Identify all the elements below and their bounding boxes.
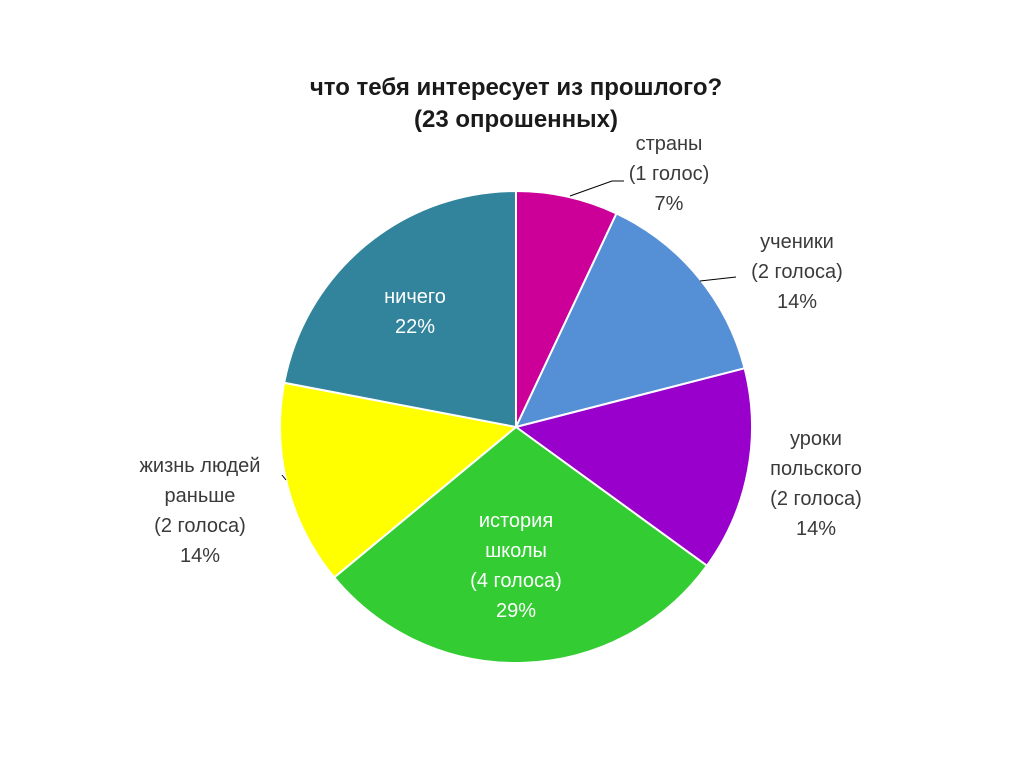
pie-slice-nichego: [283, 189, 517, 429]
data-label-ucheniki: ученики (2 голоса) 14%: [751, 231, 843, 313]
pie-slice-istoriya: [332, 425, 709, 664]
data-label-istoriya-line-3: (4 голоса): [470, 570, 562, 592]
data-labels: страны(1 голос)7%ученики(2 голоса)14%уро…: [140, 133, 862, 622]
pie-slice-strany: [515, 189, 618, 428]
data-label-nichego-line-1: ничего: [384, 286, 446, 308]
data-label-istoriya-line-1: история: [479, 510, 553, 532]
pie-slice-uroki: [513, 367, 753, 568]
data-label-uroki-line-2: польского: [770, 458, 862, 480]
data-label-nichego-line-2: 22%: [395, 316, 435, 338]
data-label-zhizn-line-3: (2 голоса): [154, 515, 246, 537]
data-label-zhizn-line-1: жизнь людей: [140, 455, 261, 477]
pie-slices: [279, 189, 753, 664]
data-label-istoriya-line-2: школы: [485, 540, 547, 562]
data-label-uroki: уроки польского (2 голоса) 14%: [770, 428, 862, 540]
data-label-uroki-line-3: (2 голоса): [770, 488, 862, 510]
leader-lines: [281, 180, 737, 481]
data-label-ucheniki-line-2: (2 голоса): [751, 261, 843, 283]
data-label-istoriya: история школы (4 голоса) 29%: [470, 510, 562, 622]
leader-line-strany: [569, 180, 624, 197]
data-label-istoriya-line-4: 29%: [496, 600, 536, 622]
data-label-ucheniki-line-3: 14%: [777, 291, 817, 313]
pie-slice-ucheniki: [514, 212, 746, 429]
chart-title-line-1: что тебя интересует из прошлого?: [310, 74, 722, 101]
data-label-nichego: ничего 22%: [384, 286, 446, 338]
data-label-zhizn: жизнь людей раньше (2 голоса) 14%: [140, 455, 261, 567]
data-label-strany-line-1: страны: [636, 133, 703, 155]
chart-title: что тебя интересует из прошлого? (23 опр…: [310, 74, 722, 133]
pie-slice-zhizn: [279, 381, 519, 579]
data-label-strany-line-2: (1 голос): [629, 163, 710, 185]
data-label-strany: страны (1 голос) 7%: [629, 133, 710, 215]
data-label-zhizn-line-4: 14%: [180, 545, 220, 567]
leader-line-zhizn: [281, 474, 287, 481]
data-label-uroki-line-1: уроки: [790, 428, 842, 450]
chart-title-line-2: (23 опрошенных): [414, 106, 618, 133]
data-label-strany-line-3: 7%: [655, 193, 684, 215]
leader-line-ucheniki: [699, 276, 737, 282]
data-label-zhizn-line-2: раньше: [165, 485, 236, 507]
data-label-ucheniki-line-1: ученики: [760, 231, 834, 253]
data-label-uroki-line-4: 14%: [796, 518, 836, 540]
